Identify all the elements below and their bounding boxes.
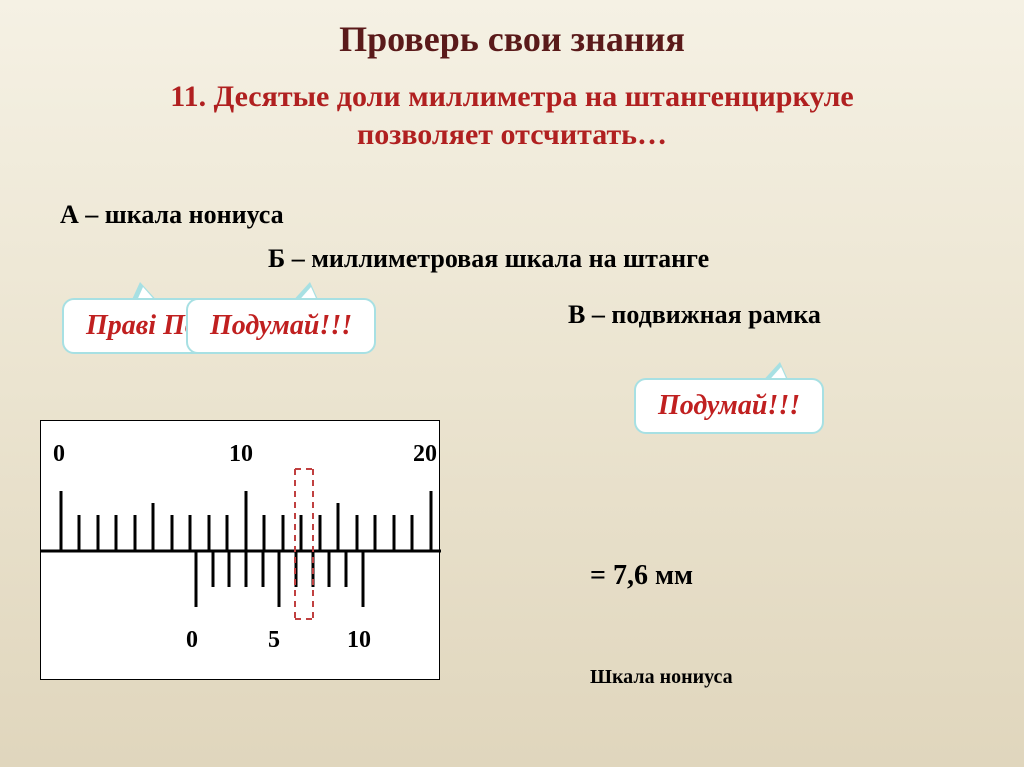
result-value: = 7,6 мм xyxy=(590,560,693,592)
question-line-1: 11. Десятые доли миллиметра на штангенци… xyxy=(170,80,854,113)
callout-b: Подумай!!! xyxy=(186,298,376,354)
question-text: 11. Десятые доли миллиметра на штангенци… xyxy=(0,78,1024,153)
callout-c: Подумай!!! xyxy=(634,378,824,434)
svg-text:0: 0 xyxy=(186,627,198,653)
svg-text:10: 10 xyxy=(347,627,371,653)
option-a[interactable]: А – шкала нониуса xyxy=(60,200,284,230)
option-c[interactable]: В – подвижная рамка xyxy=(568,300,821,330)
svg-text:10: 10 xyxy=(229,441,253,467)
svg-text:5: 5 xyxy=(268,627,280,653)
vernier-scale-diagram: 0 10 20 0 5 10 xyxy=(40,420,440,680)
nonius-caption: Шкала нониуса xyxy=(590,666,733,689)
svg-text:20: 20 xyxy=(413,441,437,467)
vernier-scale-svg: 0 10 20 0 5 10 xyxy=(41,421,441,681)
question-line-2: позволяет отсчитать… xyxy=(357,118,667,151)
page-title: Проверь свои знания xyxy=(0,0,1024,60)
option-b[interactable]: Б – миллиметровая шкала на штанге xyxy=(268,244,709,274)
svg-text:0: 0 xyxy=(53,441,65,467)
